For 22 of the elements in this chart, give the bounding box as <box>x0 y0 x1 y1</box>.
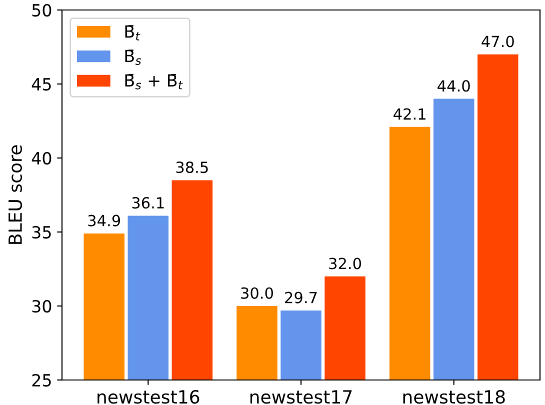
x-tick-label: newstest17 <box>250 390 352 404</box>
y-axis-title: BLEU score <box>8 145 22 244</box>
y-tick-label: 25 <box>32 374 51 387</box>
data-label: 29.7 <box>285 292 317 304</box>
data-label: 30.0 <box>241 287 273 299</box>
data-label: 42.1 <box>394 108 426 120</box>
data-label: 47.0 <box>482 36 514 48</box>
y-tick-label: 50 <box>32 4 52 17</box>
x-tick-label: newstest18 <box>403 390 505 404</box>
legend-label: B̄$_{t}$ <box>125 25 140 40</box>
data-label: 44.0 <box>438 80 470 92</box>
y-tick-label: 35 <box>32 226 51 239</box>
data-label: 38.5 <box>176 162 208 174</box>
y-tick-label: 40 <box>32 152 52 165</box>
y-tick-label: 45 <box>32 78 51 91</box>
data-label: 32.0 <box>329 258 362 270</box>
legend-label: B̄$_{s}$ <box>125 50 142 65</box>
legend-label: B̄$_{s}$ + B̄$_{t}$ <box>125 74 183 90</box>
data-label: 34.9 <box>88 214 120 226</box>
x-tick-label: newstest16 <box>98 390 200 404</box>
data-label: 36.1 <box>132 197 164 209</box>
y-tick-label: 30 <box>32 300 52 313</box>
